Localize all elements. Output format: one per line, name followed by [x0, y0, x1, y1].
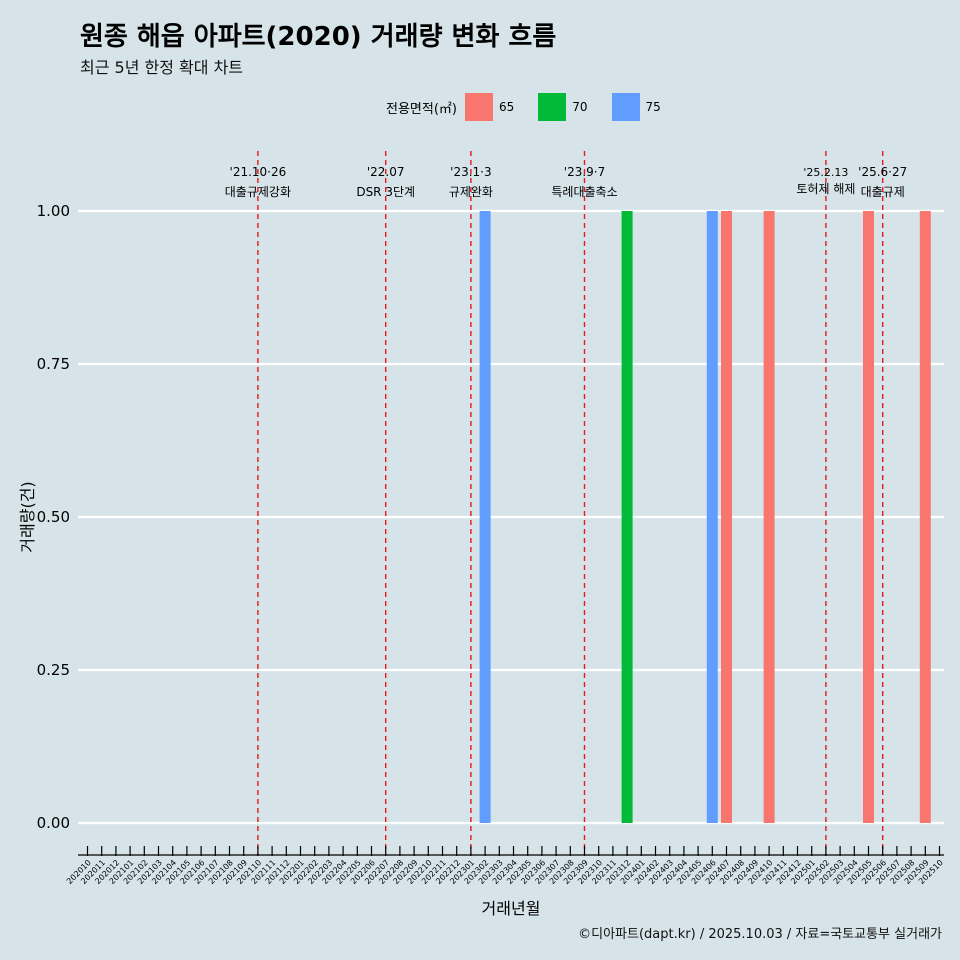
y-tick-label: 0.00: [37, 814, 70, 832]
bar-202302-75: [479, 211, 491, 823]
x-axis-label: 거래년월: [482, 899, 541, 918]
legend-key-75: [611, 93, 640, 121]
event-lines: '21.10·26 대출규제강화 '22.07 DSR 3단계 '23.1·3 규제완화 '…: [225, 151, 907, 855]
bar-202410-65: [763, 211, 775, 823]
chart-subtitle: 최근 5년 한정 확대 차트: [80, 58, 244, 77]
legend-key-65: [464, 93, 493, 121]
bars: [479, 211, 931, 823]
event-date: '21.10·26: [230, 165, 287, 179]
event-label: DSR 3단계: [356, 185, 415, 199]
chart-title: 원종 해읍 아파트(2020) 거래량 변화 흐름: [80, 22, 557, 52]
x-axis: 2020102020112020122021012021022021032021…: [65, 846, 945, 886]
legend-label-70: 70: [572, 100, 588, 114]
event-date: '25.2.13: [803, 166, 848, 179]
y-axis-label: 거래량(건): [18, 481, 37, 552]
y-tick-label: 0.75: [37, 355, 70, 373]
caption: ©디아파트(dapt.kr) / 2025.10.03 / 자료=국토교통부 실…: [578, 927, 942, 942]
y-axis: 0.00 0.25 0.50 0.75 1.00: [37, 202, 70, 832]
legend: 전용면적(㎡) 65 70 75: [386, 93, 685, 121]
legend-label-65: 65: [498, 100, 515, 114]
y-tick-label: 1.00: [37, 202, 70, 220]
y-tick-label: 0.50: [37, 508, 70, 526]
event-date: '23.1·3: [450, 165, 491, 179]
bar-202312-70: [621, 211, 633, 823]
bar-202407-65: [721, 211, 732, 823]
legend-key-70: [538, 93, 567, 121]
event-label: 토허제 해제: [796, 182, 855, 196]
event-label: 특례대출축소: [551, 185, 617, 199]
legend-label-75: 75: [645, 100, 661, 114]
event-label: 대출규제: [861, 185, 905, 199]
event-date: '25.6·27: [858, 165, 907, 179]
bar-202505-65: [863, 211, 874, 823]
y-tick-label: 0.25: [37, 661, 70, 679]
bar-202509-65: [919, 211, 931, 823]
gridlines: [78, 209, 944, 825]
event-label: 규제완화: [449, 185, 493, 199]
legend-title: 전용면적(㎡): [386, 101, 457, 117]
bar-202406-75: [706, 211, 718, 823]
event-date: '23.9·7: [564, 165, 605, 179]
event-date: '22.07: [367, 165, 405, 179]
event-label: 대출규제강화: [225, 185, 291, 199]
